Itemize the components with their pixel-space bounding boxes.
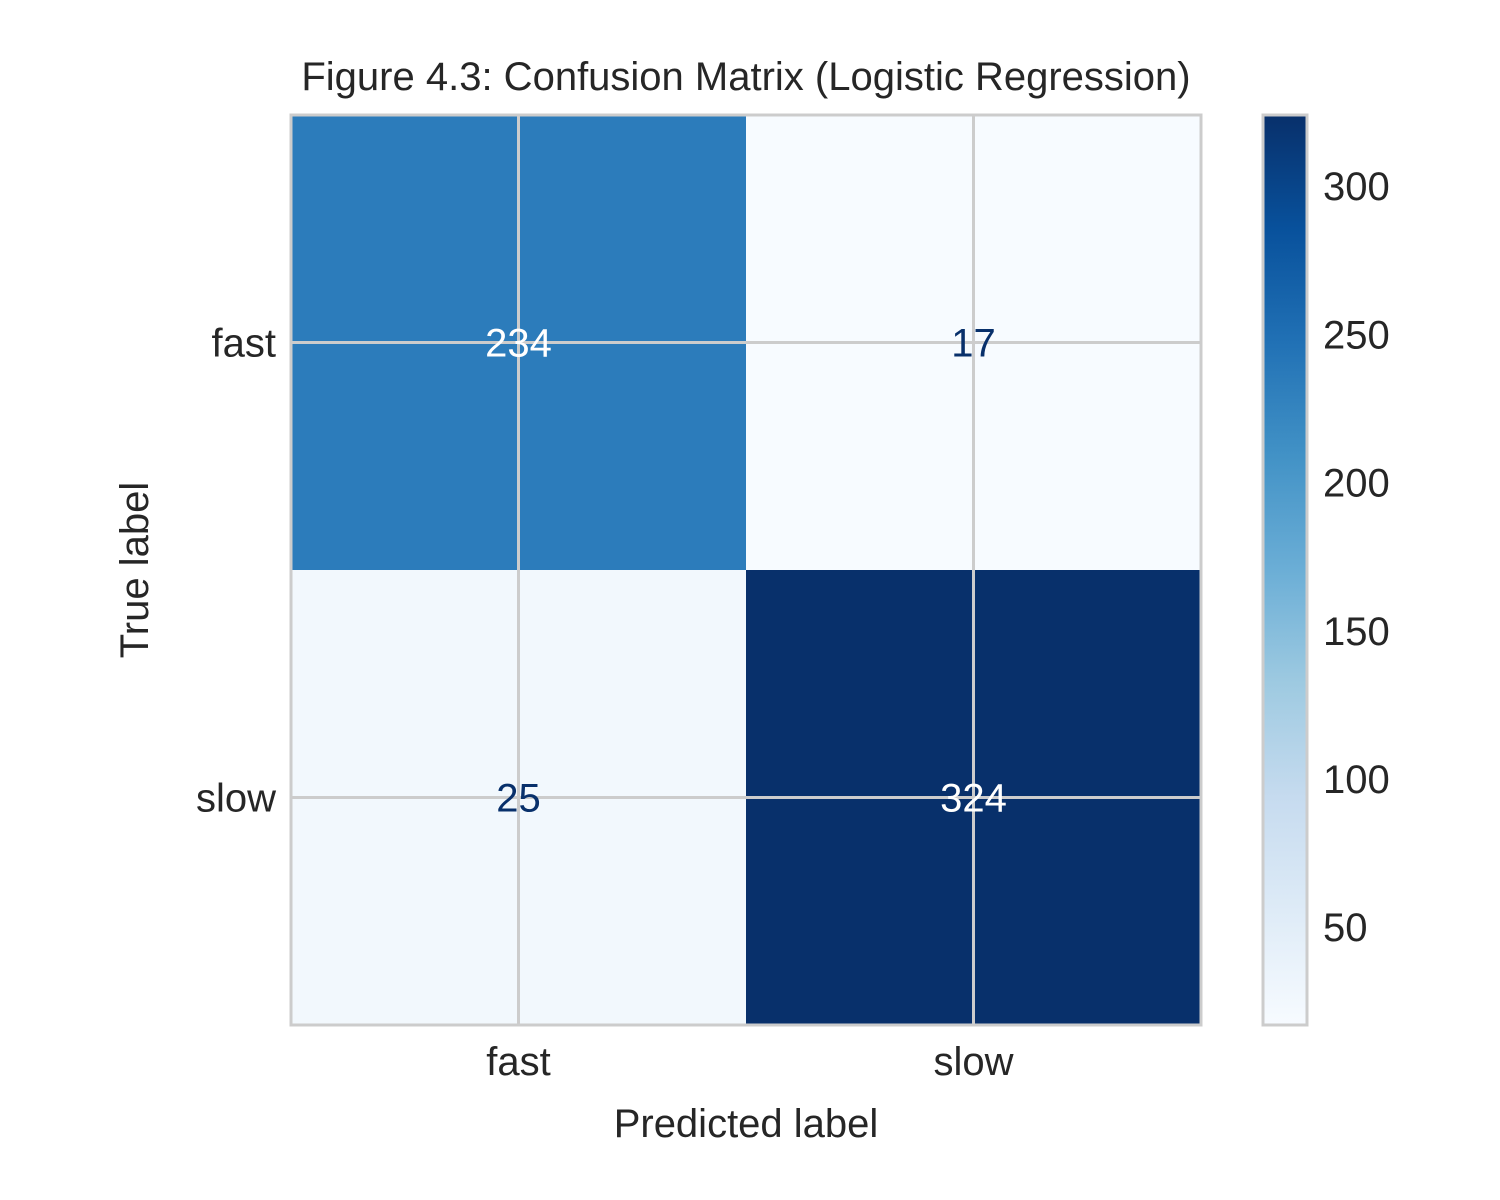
colorbar-tick-label: 50: [1323, 906, 1368, 950]
cell-value-label: 25: [496, 777, 541, 821]
y-tick-label: fast: [212, 322, 276, 366]
y-axis-label: True label: [113, 482, 157, 658]
cell-value-label: 324: [940, 777, 1007, 821]
colorbar-tick-label: 300: [1323, 165, 1390, 209]
colorbar-tick-label: 200: [1323, 462, 1390, 506]
cell-value-label: 17: [951, 322, 996, 366]
x-tick-label: fast: [486, 1040, 550, 1084]
chart-title: Figure 4.3: Confusion Matrix (Logistic R…: [301, 55, 1190, 99]
x-axis-ticks: fast slow: [486, 1040, 1013, 1084]
heatmap-cells: [291, 115, 1201, 1025]
x-axis-label: Predicted label: [614, 1102, 879, 1146]
gridlines: [291, 115, 1201, 1025]
colorbar-tick-label: 150: [1323, 610, 1390, 654]
y-tick-label: slow: [196, 777, 276, 821]
cell-value-label: 234: [485, 322, 552, 366]
cell-value-labels: 234 17 25 324: [485, 322, 1007, 821]
y-axis-ticks: fast slow: [196, 322, 276, 821]
colorbar-tick-label: 250: [1323, 313, 1390, 357]
colorbar-ticks: 50 100 150 200 250 300: [1323, 165, 1390, 950]
plot-frame: [289, 113, 1203, 1027]
colorbar-tick-label: 100: [1323, 758, 1390, 802]
colorbar: [1261, 113, 1309, 1027]
x-tick-label: slow: [933, 1040, 1013, 1084]
